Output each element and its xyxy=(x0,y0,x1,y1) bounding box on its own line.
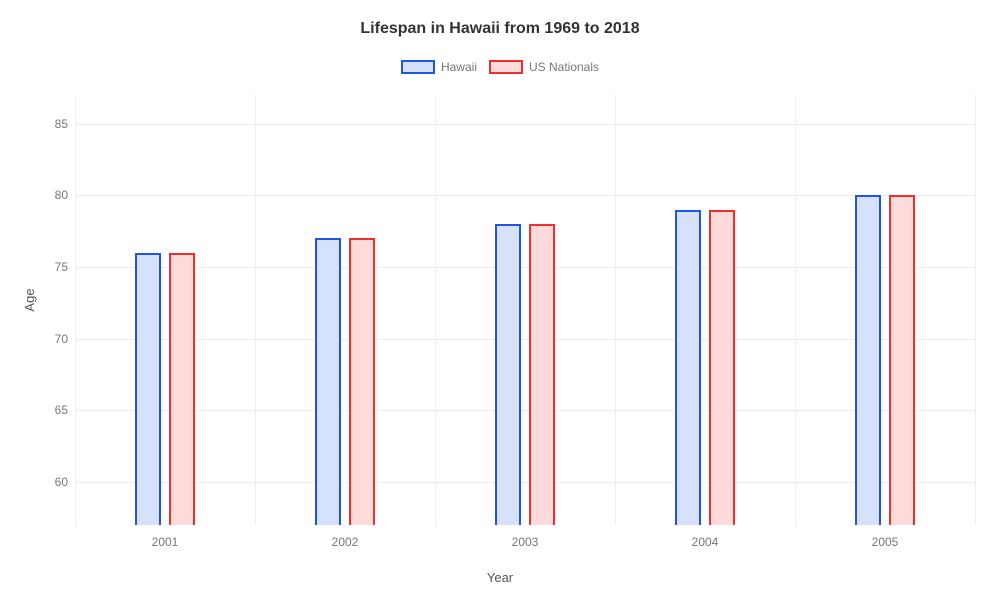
ytick-label: 65 xyxy=(38,403,68,417)
ytick-label: 70 xyxy=(38,332,68,346)
bar xyxy=(529,224,555,525)
chart-title: Lifespan in Hawaii from 1969 to 2018 xyxy=(0,20,1000,38)
x-axis-label: Year xyxy=(0,570,1000,585)
legend-label-us: US Nationals xyxy=(529,60,599,74)
vgridline xyxy=(435,95,436,525)
xtick-label: 2002 xyxy=(332,535,359,549)
bar xyxy=(709,210,735,525)
plot-area xyxy=(75,95,975,525)
gridline xyxy=(75,410,975,411)
bar xyxy=(495,224,521,525)
gridline xyxy=(75,482,975,483)
bar xyxy=(855,195,881,525)
legend: Hawaii US Nationals xyxy=(0,60,1000,74)
bar xyxy=(169,253,195,525)
bar xyxy=(315,238,341,525)
legend-swatch-hawaii xyxy=(401,60,435,74)
bar xyxy=(675,210,701,525)
vgridline xyxy=(255,95,256,525)
bar xyxy=(135,253,161,525)
ytick-label: 80 xyxy=(38,188,68,202)
vgridline xyxy=(975,95,976,525)
y-axis-label: Age xyxy=(22,288,37,311)
ytick-label: 85 xyxy=(38,117,68,131)
xtick-label: 2001 xyxy=(152,535,179,549)
gridline xyxy=(75,267,975,268)
bar xyxy=(349,238,375,525)
gridline xyxy=(75,339,975,340)
gridline xyxy=(75,124,975,125)
chart-container: Lifespan in Hawaii from 1969 to 2018 Haw… xyxy=(0,0,1000,600)
legend-label-hawaii: Hawaii xyxy=(441,60,477,74)
gridline xyxy=(75,195,975,196)
xtick-label: 2005 xyxy=(872,535,899,549)
vgridline xyxy=(75,95,76,525)
legend-item-us: US Nationals xyxy=(489,60,599,74)
xtick-label: 2003 xyxy=(512,535,539,549)
xtick-label: 2004 xyxy=(692,535,719,549)
vgridline xyxy=(795,95,796,525)
vgridline xyxy=(615,95,616,525)
ytick-label: 60 xyxy=(38,475,68,489)
bar xyxy=(889,195,915,525)
legend-item-hawaii: Hawaii xyxy=(401,60,477,74)
ytick-label: 75 xyxy=(38,260,68,274)
legend-swatch-us xyxy=(489,60,523,74)
